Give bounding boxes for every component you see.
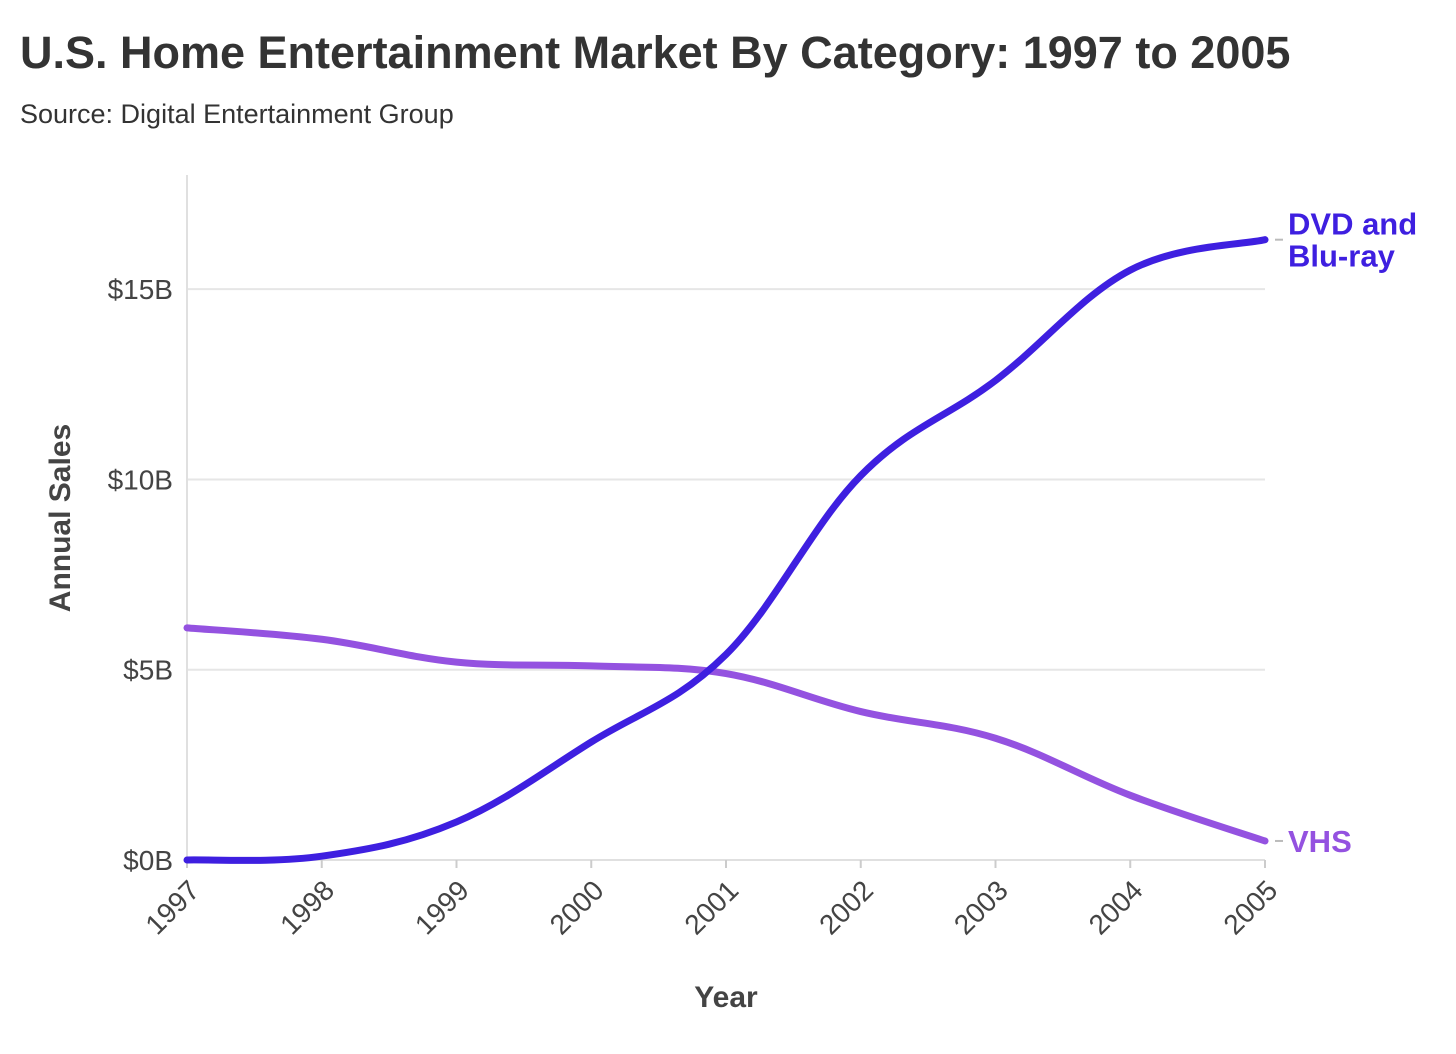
series-labels: DVD and Blu-ray VHS xyxy=(1275,207,1417,859)
series-line-dvd-and-blu-ray xyxy=(183,236,1269,864)
x-tick-label: 1999 xyxy=(409,874,475,940)
x-tick-label: 2005 xyxy=(1217,874,1283,940)
x-tick-label: 1997 xyxy=(139,874,205,940)
x-tick-label: 2000 xyxy=(544,874,610,940)
y-tick-label: $5B xyxy=(123,655,173,686)
y-tick-label: $15B xyxy=(108,274,173,305)
series-label-vhs: VHS xyxy=(1288,824,1352,859)
series-label-line: VHS xyxy=(1288,824,1352,859)
series-line-vhs xyxy=(183,624,1269,845)
series-label-line: DVD and xyxy=(1288,207,1417,242)
chart-title: U.S. Home Entertainment Market By Catego… xyxy=(20,27,1290,78)
chart-subtitle: Source: Digital Entertainment Group xyxy=(20,99,454,129)
gridlines xyxy=(187,288,1265,671)
x-tick-label: 2002 xyxy=(813,874,879,940)
y-tick-label: $0B xyxy=(123,845,173,876)
series-lines xyxy=(183,236,1269,864)
y-axis-label: Annual Sales xyxy=(44,424,77,612)
x-tick-label: 2004 xyxy=(1083,874,1149,940)
y-tick-label: $10B xyxy=(108,464,173,495)
series-label-dvd-and-blu-ray: DVD and Blu-ray xyxy=(1288,207,1417,274)
series-label-line: Blu-ray xyxy=(1288,239,1396,274)
x-tick-label: 1998 xyxy=(274,874,340,940)
x-axis-label: Year xyxy=(694,981,758,1014)
x-tick-label: 2001 xyxy=(678,874,744,940)
x-tick-label: 2003 xyxy=(948,874,1014,940)
